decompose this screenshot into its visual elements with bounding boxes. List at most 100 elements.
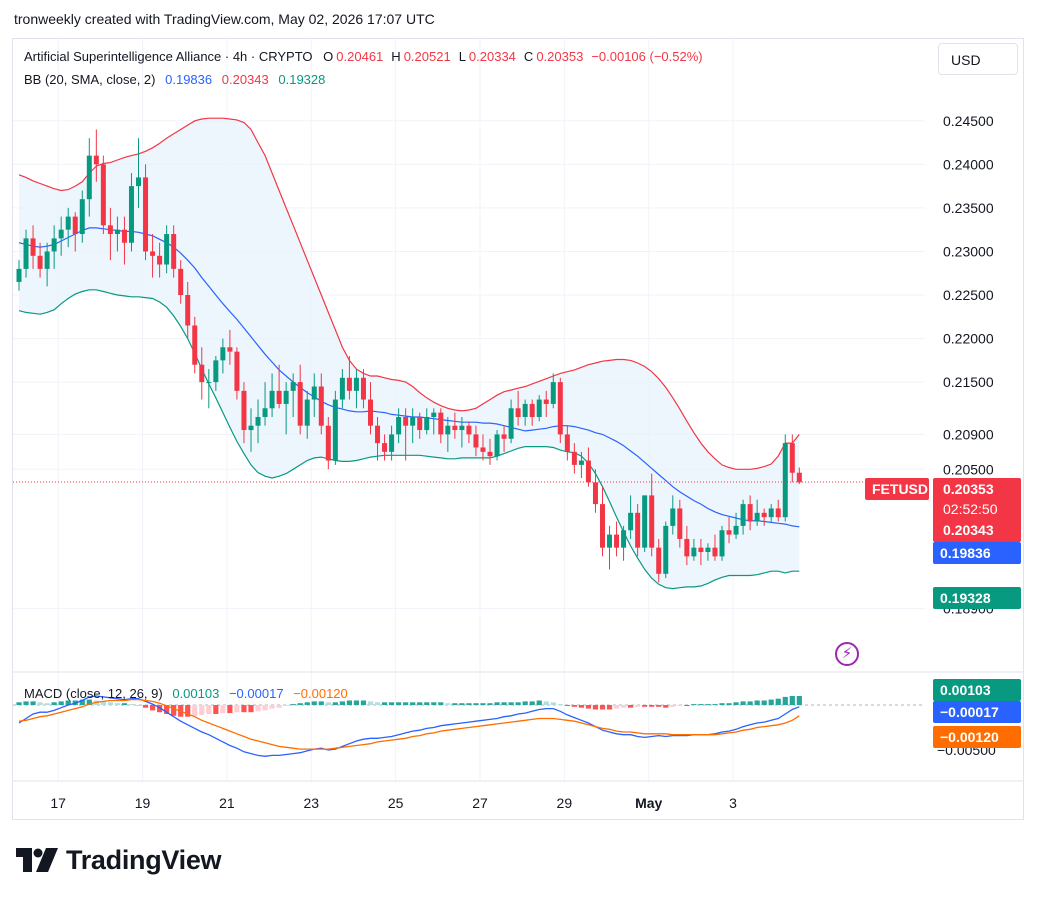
bb-legend: BB (20, SMA, close, 2) 0.19836 0.20343 0… xyxy=(24,72,328,87)
candle xyxy=(782,434,788,522)
candle-body xyxy=(740,504,746,526)
candle-body xyxy=(65,216,71,230)
candle-body xyxy=(642,495,648,548)
macd-hist-bar xyxy=(164,705,170,714)
candle xyxy=(705,543,711,561)
candle-body xyxy=(635,512,641,548)
macd-hist-bar xyxy=(114,703,121,705)
macd-hist-bar xyxy=(100,701,106,705)
candle-body xyxy=(614,534,620,548)
time-axis[interactable]: 17 19 21 23 25 27 29 May 3 xyxy=(50,795,737,811)
candles xyxy=(16,129,802,583)
candle xyxy=(424,408,430,435)
candle xyxy=(290,373,296,417)
candle xyxy=(389,425,395,461)
candle xyxy=(712,534,718,561)
candle-body xyxy=(473,434,479,448)
candle xyxy=(599,486,605,557)
candle xyxy=(185,281,191,339)
candle xyxy=(79,190,85,243)
candle-body xyxy=(557,382,563,435)
candle-body xyxy=(515,408,521,417)
time-tick-label: 19 xyxy=(135,795,151,811)
candle xyxy=(37,242,43,278)
candle xyxy=(269,373,275,417)
candle xyxy=(796,467,802,485)
price-chart[interactable]: 0.24500 0.24000 0.23500 0.23000 0.22500 0.220… xyxy=(13,39,1023,819)
candle xyxy=(332,390,338,465)
candle-body xyxy=(192,325,198,365)
bb-basis-badge-bg xyxy=(933,542,1021,564)
candle-body xyxy=(157,255,163,265)
macd-hist-bar xyxy=(620,705,627,708)
candle xyxy=(86,138,92,217)
candle xyxy=(670,495,676,535)
candle-body xyxy=(248,425,254,431)
candle xyxy=(543,390,549,417)
candle-body xyxy=(171,234,177,269)
candle-body xyxy=(536,399,542,417)
macd-hist-bar xyxy=(353,700,360,705)
candle-body xyxy=(375,425,381,444)
macd-hist-bar xyxy=(642,705,648,707)
candle-body xyxy=(382,443,388,452)
open-label: O xyxy=(323,49,334,64)
candle-body xyxy=(368,399,373,426)
macd-hist-bar xyxy=(649,705,655,707)
candle-body xyxy=(719,530,725,557)
candle xyxy=(494,430,500,461)
macd-hist-bar xyxy=(768,699,774,705)
candle-body xyxy=(121,229,127,243)
candle-body xyxy=(143,177,149,252)
candle xyxy=(262,382,268,426)
bb-basis-line xyxy=(18,227,800,528)
candle-body xyxy=(726,530,732,535)
macd-hist-bar xyxy=(234,705,240,713)
candle-body xyxy=(276,390,282,404)
candle-body xyxy=(459,425,465,431)
macd-hist-bar xyxy=(149,705,156,711)
price-axis[interactable]: 0.24500 0.24000 0.23500 0.23000 0.22500 0.220… xyxy=(937,113,996,758)
macd-hist-bar xyxy=(536,700,542,705)
candle xyxy=(346,356,352,400)
candle xyxy=(150,234,156,278)
macd-hist-bar xyxy=(431,702,437,705)
bb-band-fill xyxy=(19,118,800,589)
macd-hist-bar xyxy=(58,701,64,705)
low-value: 0.20334 xyxy=(468,49,516,64)
macd-hist-bar xyxy=(86,699,92,705)
macd-hist-bar xyxy=(185,705,191,717)
currency-button[interactable]: USD xyxy=(938,43,1018,75)
candle-body xyxy=(691,547,697,557)
candle xyxy=(255,399,261,444)
macd-hist-bar xyxy=(381,702,388,705)
countdown-text: 02:52:50 xyxy=(943,501,998,517)
macd-pane xyxy=(13,695,925,757)
macd-label: MACD (close, 12, 26, 9) xyxy=(24,686,163,701)
candle-body xyxy=(185,295,191,326)
candle xyxy=(304,390,310,439)
candle-body xyxy=(241,390,247,431)
candle-body xyxy=(445,425,451,435)
macd-hist-bar xyxy=(466,703,472,705)
candle-body xyxy=(396,416,402,435)
candle-body xyxy=(311,386,317,400)
lightning-icon[interactable]: ⚡ xyxy=(835,642,859,666)
candle-body xyxy=(599,504,605,548)
candle xyxy=(571,443,577,474)
macd-hist-bar xyxy=(747,701,753,705)
last-price-text: 0.20353 xyxy=(943,481,994,497)
candle xyxy=(621,525,627,561)
macd-hist-bar xyxy=(396,702,402,705)
candle xyxy=(297,364,303,435)
chart-frame[interactable]: 0.24500 0.24000 0.23500 0.23000 0.22500 0.220… xyxy=(12,38,1024,820)
macd-hist-bar xyxy=(635,705,641,707)
candle-body xyxy=(325,425,331,461)
macd-signal-value: −0.00120 xyxy=(293,686,348,701)
candle-body xyxy=(621,530,627,548)
candle xyxy=(311,373,317,417)
macd-hist-bar xyxy=(213,705,219,714)
macd-hist-bar xyxy=(220,705,226,714)
candle xyxy=(396,408,402,444)
candle xyxy=(452,412,458,439)
